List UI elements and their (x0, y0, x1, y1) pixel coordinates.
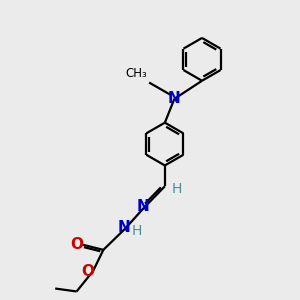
Text: N: N (118, 220, 130, 236)
Text: N: N (137, 199, 150, 214)
Text: CH₃: CH₃ (126, 67, 148, 80)
Text: O: O (81, 264, 94, 279)
Text: O: O (70, 237, 83, 252)
Text: H: H (171, 182, 182, 196)
Text: H: H (131, 224, 142, 239)
Text: N: N (168, 92, 181, 106)
